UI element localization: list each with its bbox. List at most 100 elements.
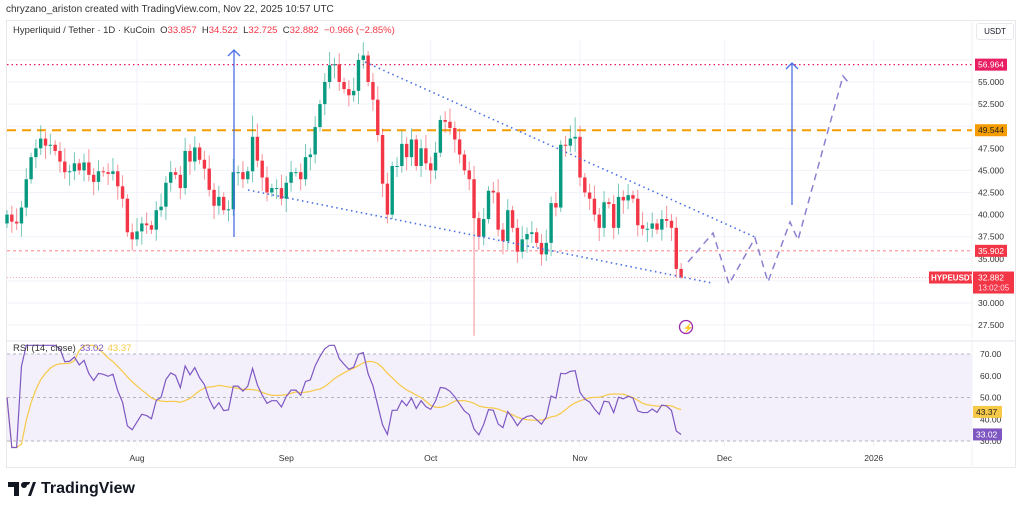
candle-body [419, 148, 423, 166]
candle-body [87, 162, 91, 175]
candle-body [390, 165, 394, 215]
candle-body [299, 172, 303, 180]
candle-body [477, 218, 481, 237]
candle-body [337, 64, 341, 82]
candle-body [48, 144, 53, 146]
rsi-tick-label: 50.00 [980, 393, 1002, 403]
chart-frame [6, 20, 1016, 468]
time-axis-label: Aug [129, 453, 144, 463]
low-value: 32.725 [248, 25, 278, 36]
candle-body [356, 59, 361, 91]
price-level-label: 35.902 [978, 246, 1004, 256]
price-tick-label: 40.000 [978, 210, 1004, 220]
candle-body [14, 221, 19, 224]
candle-body [559, 144, 563, 208]
candle-body [72, 163, 77, 172]
candle-body [534, 232, 539, 243]
candle-body [207, 168, 211, 190]
candle-body [130, 232, 134, 240]
candle-body [351, 90, 356, 96]
candle-body [323, 82, 327, 105]
candle-body [462, 154, 467, 171]
candle-body [246, 171, 250, 180]
candle-body [626, 195, 630, 201]
candle-body [217, 196, 221, 206]
candle-body [664, 219, 669, 221]
tradingview-logo: TradingView [8, 480, 135, 498]
candle-body [250, 136, 255, 172]
candle-body [347, 89, 351, 96]
candle-body [236, 172, 240, 174]
lightning-icon [678, 319, 694, 335]
candle-body [366, 55, 370, 82]
candle-body [655, 223, 659, 230]
candle-body [669, 220, 674, 228]
rsi-value: 33.02 [79, 343, 104, 354]
tradingview-logo-icon [8, 482, 36, 496]
price-level-label: 56.964 [978, 60, 1004, 70]
candle-body [270, 188, 274, 193]
candle-body [125, 198, 130, 233]
candle-body [308, 154, 313, 158]
candle-body [226, 209, 231, 211]
candle-body [212, 189, 216, 206]
symbol-title: Hyperliquid / Tether · 1D · KuCoin [13, 25, 155, 36]
candle-body [77, 163, 81, 171]
candle-body [597, 214, 601, 228]
credit-text: chryzano_ariston created with TradingVie… [6, 4, 334, 15]
price-level-badge [975, 124, 1007, 137]
candle-body [636, 198, 640, 226]
currency-button[interactable]: USDT [976, 23, 1014, 40]
candle-body [241, 172, 245, 180]
rsi-ma-value: 43.37 [107, 343, 132, 354]
candle-body [34, 148, 38, 158]
candle-body [506, 210, 510, 242]
candle-body [24, 179, 28, 208]
candle-body [376, 99, 380, 136]
current-price-label: 32.882 [978, 273, 1004, 283]
candle-body [342, 82, 346, 90]
open-value: 33.857 [167, 25, 197, 36]
candle-body [29, 157, 33, 180]
candle-body [501, 229, 505, 242]
time-axis-label: Nov [572, 453, 588, 463]
high-value: 34.522 [208, 25, 238, 36]
candle-body [395, 165, 399, 167]
candle-body [197, 147, 202, 160]
candle-body [409, 139, 414, 158]
candle-body [231, 172, 236, 210]
candle-body [159, 206, 163, 211]
arrow-head-icon [785, 62, 799, 70]
candle-body [53, 144, 57, 151]
candle-body [563, 144, 568, 146]
candle-body [144, 223, 149, 226]
candle-body [539, 242, 544, 255]
candle-body [438, 120, 443, 153]
symbol-badge [929, 271, 972, 284]
candle-body [318, 104, 322, 128]
candle-body [448, 121, 452, 128]
candle-body [457, 139, 462, 155]
candle-body [96, 171, 101, 182]
candle-body [660, 219, 664, 230]
candle-body [554, 203, 558, 208]
candle-body [611, 203, 616, 228]
candle-body [289, 172, 293, 183]
candle-body [188, 150, 192, 162]
candle-body [111, 171, 115, 174]
candle-body [5, 214, 9, 224]
price-level-badge [975, 244, 1007, 257]
countdown-label: 13:02:05 [978, 284, 1010, 293]
candle-body [332, 64, 337, 66]
candle-body [429, 163, 433, 171]
rsi-tick-label: 40.00 [980, 414, 1002, 424]
candle-body [621, 196, 626, 201]
candle-body [549, 203, 553, 243]
candle-body [472, 179, 476, 219]
candle-body [453, 127, 457, 140]
candle-body [82, 162, 86, 171]
candle-body [294, 172, 298, 174]
candle-body [674, 227, 678, 269]
candle-body [443, 120, 447, 122]
